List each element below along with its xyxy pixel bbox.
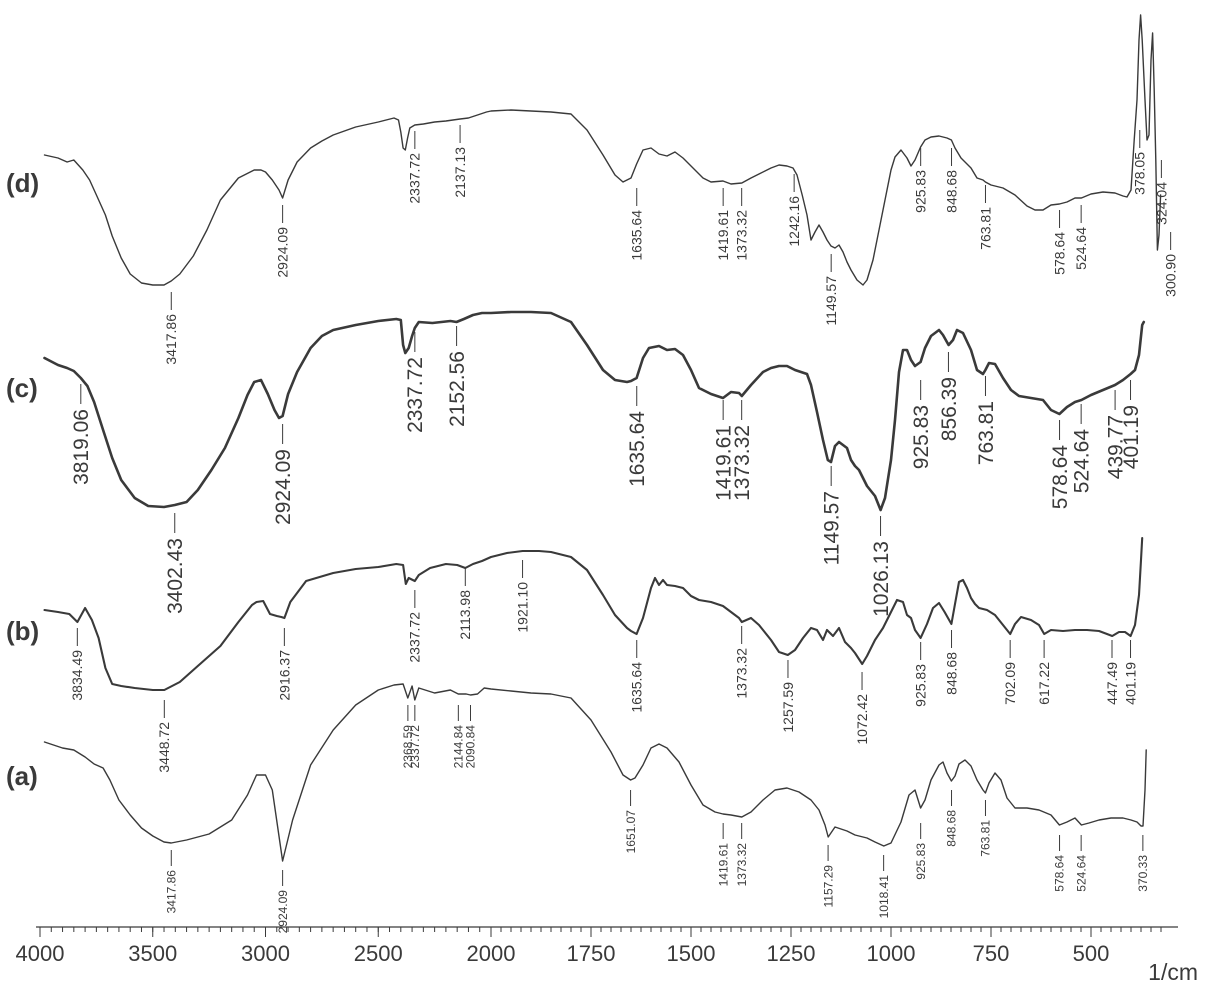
peak-label-c: 524.64 bbox=[1071, 429, 1094, 494]
peak-label-a: 524.64 bbox=[1074, 855, 1088, 892]
peak-label-c: 401.19 bbox=[1120, 405, 1143, 469]
x-tick-label: 1250 bbox=[767, 941, 816, 966]
peak-label-a: 1018.41 bbox=[877, 875, 891, 919]
series-label-d: (d) bbox=[6, 168, 39, 198]
peak-label-b: 617.22 bbox=[1036, 662, 1052, 705]
peak-label-c: 763.81 bbox=[975, 401, 998, 465]
series-label-b: (b) bbox=[6, 616, 39, 646]
peak-label-a: 2144.84 bbox=[452, 725, 466, 769]
peak-label-c: 439.77 bbox=[1104, 415, 1127, 479]
peak-label-c: 2337.72 bbox=[404, 357, 427, 433]
peak-label-a: 2090.84 bbox=[464, 725, 478, 769]
peak-label-c: 1149.57 bbox=[821, 491, 844, 565]
peak-label-b: 702.09 bbox=[1002, 662, 1018, 705]
peak-label-a: 1419.61 bbox=[716, 843, 730, 887]
peak-label-d: 2924.09 bbox=[275, 227, 291, 278]
peak-label-c: 1373.32 bbox=[731, 425, 754, 501]
spectrum-line-b bbox=[43, 536, 1144, 692]
peak-label-b: 3834.49 bbox=[69, 650, 85, 701]
x-axis: 4000 3500 3000 2500 2000 1750 1500 1250 1000 750 5… bbox=[16, 926, 1178, 966]
peak-label-b: 401.19 bbox=[1122, 662, 1138, 705]
peak-label-a: 848.68 bbox=[945, 810, 959, 847]
peak-label-d: 324.04 bbox=[1153, 182, 1169, 225]
peak-label-d: 848.68 bbox=[943, 170, 959, 213]
x-tick-label: 2000 bbox=[467, 941, 516, 966]
peak-label-a: 1157.29 bbox=[821, 865, 835, 908]
peak-label-b: 1373.32 bbox=[734, 648, 750, 699]
peak-label-d: 524.64 bbox=[1073, 227, 1089, 270]
peak-label-b: 1072.42 bbox=[854, 694, 870, 745]
x-tick-label: 1000 bbox=[867, 941, 916, 966]
x-tick-label: 3000 bbox=[241, 941, 290, 966]
peak-label-d: 578.64 bbox=[1051, 232, 1067, 275]
peak-label-a: 2368.59 bbox=[401, 725, 415, 769]
peak-label-a: 578.64 bbox=[1053, 855, 1067, 892]
peak-label-b: 1257.59 bbox=[780, 682, 796, 733]
x-tick-label: 4000 bbox=[16, 941, 65, 966]
x-tick-label: 1500 bbox=[667, 941, 716, 966]
peak-label-d: 1373.32 bbox=[734, 210, 750, 261]
peak-label-d: 378.05 bbox=[1132, 152, 1148, 195]
peak-label-b: 1921.10 bbox=[515, 582, 531, 633]
peak-label-d: 1419.61 bbox=[715, 210, 731, 261]
peak-label-d: 300.90 bbox=[1163, 254, 1179, 297]
peak-label-a: 1373.32 bbox=[735, 843, 749, 887]
peak-label-b: 447.49 bbox=[1104, 662, 1120, 705]
peak-label-b: 2337.72 bbox=[407, 612, 423, 663]
peak-label-c: 2152.56 bbox=[446, 351, 469, 427]
peak-label-d: 2137.13 bbox=[452, 147, 468, 198]
peak-label-b: 925.83 bbox=[913, 664, 929, 707]
spectrum-line-a bbox=[43, 683, 1147, 862]
peak-label-b: 1635.64 bbox=[629, 662, 645, 713]
peak-label-b: 2113.98 bbox=[457, 590, 473, 640]
peak-label-c: 3402.43 bbox=[164, 538, 187, 614]
series-label-a: (a) bbox=[6, 761, 38, 791]
x-tick-label: 1750 bbox=[567, 941, 616, 966]
peak-label-d: 2337.72 bbox=[407, 153, 423, 204]
peak-label-a: 2924.09 bbox=[276, 890, 290, 934]
peak-label-a: 370.33 bbox=[1136, 855, 1150, 892]
peak-label-a: 3417.86 bbox=[165, 870, 179, 914]
peak-label-d: 763.81 bbox=[977, 207, 993, 250]
peak-label-d: 1149.57 bbox=[823, 276, 839, 326]
peak-label-c: 3819.06 bbox=[70, 409, 93, 485]
peak-label-d: 3417.86 bbox=[163, 314, 179, 365]
peak-label-c: 1419.61 bbox=[713, 425, 736, 501]
peak-label-c: 1026.13 bbox=[870, 541, 893, 617]
peak-label-a: 2337.72 bbox=[408, 725, 422, 769]
x-tick-label: 3500 bbox=[128, 941, 177, 966]
peak-label-c: 856.39 bbox=[938, 377, 961, 441]
peak-label-b: 2916.37 bbox=[276, 650, 292, 701]
spectrum-line-d bbox=[43, 14, 1162, 286]
peak-label-d: 1242.16 bbox=[786, 196, 802, 247]
peak-label-a: 925.83 bbox=[914, 843, 928, 880]
x-tick-label: 750 bbox=[973, 941, 1010, 966]
series-label-c: (c) bbox=[6, 373, 38, 403]
peak-label-b: 848.68 bbox=[943, 652, 959, 695]
peak-label-d: 925.83 bbox=[913, 170, 929, 213]
spectrum-line-c bbox=[43, 310, 1146, 512]
peak-label-b: 3448.72 bbox=[156, 722, 172, 773]
peak-label-c: 2924.09 bbox=[272, 449, 295, 525]
peak-label-c: 578.64 bbox=[1049, 445, 1072, 510]
x-tick-label: 500 bbox=[1073, 941, 1110, 966]
peak-label-a: 763.81 bbox=[979, 820, 993, 857]
peak-label-d: 1635.64 bbox=[629, 210, 645, 261]
x-axis-label: 1/cm bbox=[1148, 959, 1198, 982]
peak-label-c: 925.83 bbox=[910, 405, 933, 469]
x-tick-label: 2500 bbox=[354, 941, 403, 966]
peak-label-c: 1635.64 bbox=[626, 411, 649, 487]
series-layer: (a) (b) (c) (d) bbox=[6, 14, 1162, 862]
peak-label-a: 1651.07 bbox=[624, 810, 638, 854]
